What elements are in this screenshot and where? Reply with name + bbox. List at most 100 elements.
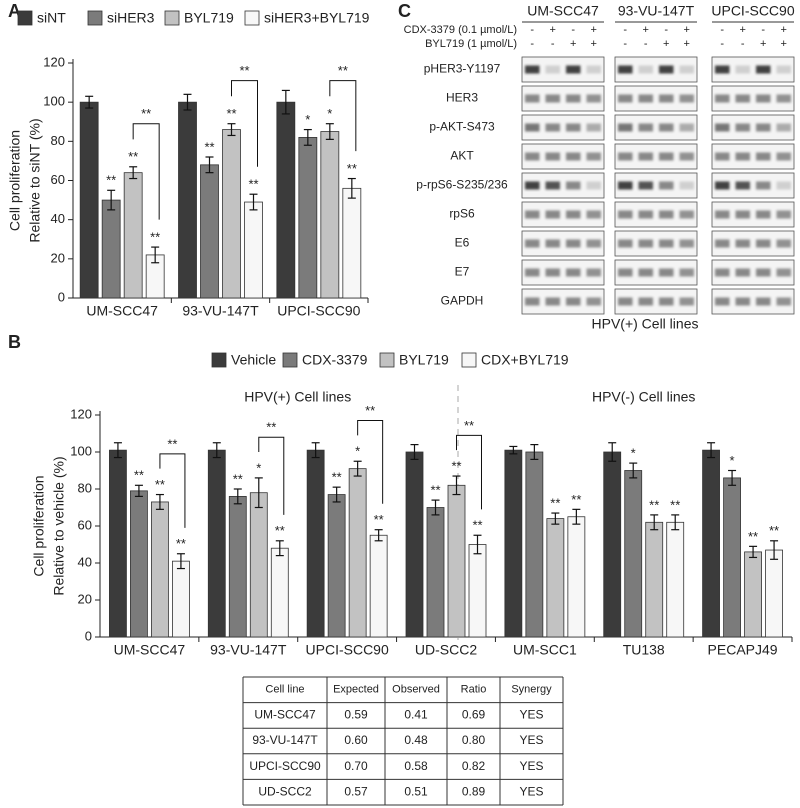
treatment-sign: + [781, 24, 787, 36]
blot-band [618, 297, 633, 306]
legend-swatch [211, 352, 227, 368]
bar [109, 449, 127, 638]
blot-band [735, 181, 750, 190]
y-axis-label: Relative to siNT (%) [27, 118, 43, 242]
treatment-sign: + [591, 38, 597, 50]
blot-band [756, 152, 771, 161]
bar [222, 129, 241, 299]
table-header: Cell line [265, 684, 304, 696]
treatment-sign: + [570, 38, 576, 50]
blot-band [659, 181, 674, 190]
treatment-sign: + [684, 38, 690, 50]
y-tick-label: 80 [51, 133, 65, 148]
treatment-sign: - [551, 38, 555, 50]
blot-band [586, 297, 601, 306]
significance-label: ** [748, 529, 758, 544]
x-tick-label: UPCI-SCC90 [306, 642, 389, 658]
significance-label: ** [374, 512, 384, 527]
treatment-sign: + [684, 24, 690, 36]
blot-band [638, 268, 653, 277]
blot-band [735, 268, 750, 277]
blot-band [618, 123, 633, 132]
significance-label: * [256, 460, 261, 475]
bar [200, 164, 219, 299]
bar [525, 451, 544, 638]
treatment-sign: - [720, 38, 724, 50]
blot-band [735, 152, 750, 161]
bar [504, 449, 523, 638]
blot-band [525, 268, 540, 277]
bracket-label: ** [464, 418, 474, 433]
bar [130, 490, 148, 638]
bracket-label: ** [167, 436, 177, 451]
bar [298, 137, 318, 299]
legend-label: BYL719 [184, 10, 234, 26]
blot-band [545, 210, 560, 219]
x-tick-label: UD-SCC2 [415, 642, 477, 658]
y-tick-label: 0 [85, 628, 92, 643]
blot-band [756, 297, 771, 306]
y-tick-label: 60 [51, 172, 65, 187]
treatment-sign: - [644, 38, 648, 50]
blot-band [566, 268, 581, 277]
blot-band [586, 210, 601, 219]
significance-label: * [631, 446, 636, 461]
significance-label: ** [226, 106, 236, 121]
table-cell: UPCI-SCC90 [249, 759, 321, 773]
bar [327, 494, 346, 638]
table-cell: YES [519, 784, 543, 798]
x-tick-label: TU138 [623, 642, 665, 658]
blot-band [756, 210, 771, 219]
significance-label: ** [472, 518, 482, 533]
significance-label: ** [430, 483, 440, 498]
blot-band [756, 268, 771, 277]
blot-row-label: HER3 [446, 91, 478, 105]
blot-band [659, 210, 674, 219]
table-cell: 0.58 [404, 759, 428, 773]
panel-label: C [398, 1, 411, 21]
legend-swatch [282, 352, 298, 368]
blot-band [715, 297, 730, 306]
treatment-sign: + [760, 38, 766, 50]
treatment-sign: - [720, 24, 724, 36]
bar [348, 468, 367, 638]
blot-band [659, 94, 674, 103]
legend-label: siHER3+BYL719 [264, 10, 370, 26]
bar [765, 549, 783, 638]
table-header: Ratio [461, 684, 487, 696]
blot-band [638, 65, 653, 74]
blot-band [659, 268, 674, 277]
blot-band [566, 297, 581, 306]
blot-band [679, 210, 694, 219]
blot-band [735, 94, 750, 103]
blot-band [776, 94, 791, 103]
treatment-sign: - [530, 38, 534, 50]
table-header: Expected [333, 684, 379, 696]
y-axis-label: Relative to vehicle (%) [51, 456, 67, 595]
table-cell: 0.57 [344, 784, 368, 798]
treatment-label: CDX-3379 (0.1 µmol/L) [404, 24, 517, 36]
blot-band [586, 239, 601, 248]
blot-band [715, 268, 730, 277]
blot-band [566, 181, 581, 190]
blot-band [735, 210, 750, 219]
panel-label: B [8, 332, 21, 352]
significance-label: ** [347, 161, 357, 176]
x-tick-label: UM-SCC47 [86, 303, 158, 319]
significance-label: ** [128, 149, 138, 164]
y-tick-label: 40 [51, 211, 65, 226]
blot-band [756, 94, 771, 103]
significance-label: ** [204, 139, 214, 154]
blot-band [776, 181, 791, 190]
y-tick-label: 0 [58, 289, 65, 304]
blot-band [679, 123, 694, 132]
table-cell: 0.48 [404, 733, 428, 747]
table-header: Observed [392, 684, 440, 696]
bar [306, 449, 325, 638]
bracket-label: ** [141, 106, 151, 121]
bracket-label: ** [266, 420, 276, 435]
blot-band [525, 210, 540, 219]
significance-label: ** [670, 497, 680, 512]
group-label: HPV(-) Cell lines [592, 389, 695, 405]
treatment-sign: - [571, 24, 575, 36]
